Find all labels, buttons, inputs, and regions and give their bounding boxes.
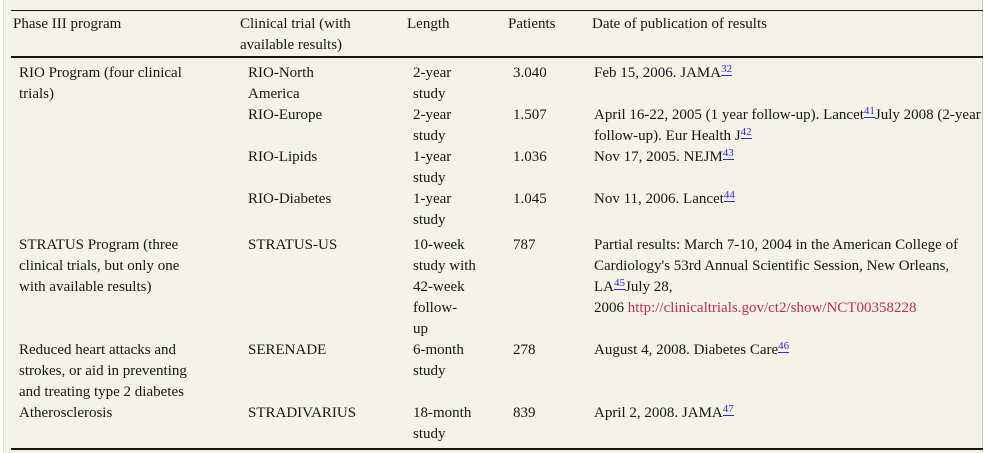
reference-link[interactable]: 45	[614, 277, 625, 290]
program-cell: RIO Program (four clinical trials)	[19, 65, 182, 102]
length-cell: 6-month study	[413, 342, 464, 379]
reference-link[interactable]: 46	[778, 340, 790, 353]
table-row: RIO-Europe 2-year study 1.507 April 16-22, …	[11, 105, 983, 147]
reference-link[interactable]: 32	[721, 63, 733, 76]
date-text: Nov 11, 2006. Lancet	[594, 191, 724, 207]
date-text: August 4, 2008. Diabetes Care	[594, 342, 779, 358]
column-header-length: Length	[405, 10, 506, 58]
reference-link[interactable]: 42	[740, 126, 752, 139]
program-cell: Reduced heart attacks and strokes, or ai…	[19, 342, 187, 400]
date-text: Partial results: March 7-10, 2004 in the…	[594, 237, 959, 295]
length-cell: 1-year study	[413, 149, 452, 186]
table-row: RIO Program (four clinical trials) RIO-No…	[11, 57, 983, 105]
table-body: RIO Program (four clinical trials) RIO-No…	[11, 57, 983, 449]
patients-cell: 1.036	[513, 149, 547, 165]
length-cell: 10-week study with 42-week follow- up	[413, 237, 476, 337]
date-cell: Feb 15, 2006. JAMA32	[590, 57, 983, 105]
date-text: April 16-22, 2005 (1 year follow-up). La…	[594, 107, 864, 123]
length-cell: 1-year study	[413, 191, 452, 228]
program-cell: Atherosclerosis	[19, 405, 113, 421]
column-header-date: Date of publication of results	[590, 10, 983, 58]
patients-cell: 787	[513, 237, 536, 253]
trial-cell: RIO-Diabetes	[248, 191, 332, 207]
header-row: Phase III program Clinical trial (with a…	[11, 10, 983, 58]
patients-cell: 839	[513, 405, 536, 421]
patients-cell: 1.507	[513, 107, 547, 123]
date-cell: April 16-22, 2005 (1 year follow-up). La…	[590, 105, 983, 147]
document-panel: Phase III program Clinical trial (with a…	[3, 0, 983, 453]
table-row: Atherosclerosis STRADIVARIUS 18-month stud…	[11, 403, 983, 449]
patients-cell: 278	[513, 342, 536, 358]
date-cell: Partial results: March 7-10, 2004 in the…	[590, 231, 983, 340]
trial-cell: SERENADE	[248, 342, 327, 358]
date-cell: April 2, 2008. JAMA47	[590, 403, 983, 449]
patients-cell: 3.040	[513, 65, 547, 81]
trial-cell: RIO-Europe	[248, 107, 323, 123]
date-text: July 28, 2006	[594, 279, 673, 316]
reference-link[interactable]: 47	[722, 403, 734, 416]
reference-link[interactable]: 44	[723, 189, 735, 202]
table-row: RIO-Lipids 1-year study 1.036 Nov 17, 2005.…	[11, 147, 983, 189]
length-cell: 18-month study	[413, 405, 472, 442]
date-cell: Nov 11, 2006. Lancet44	[590, 189, 983, 231]
length-cell: 2-year study	[413, 107, 452, 144]
reference-link[interactable]: 43	[722, 147, 734, 160]
column-header-program: Phase III program	[11, 10, 238, 58]
date-text: April 2, 2008. JAMA	[594, 405, 723, 421]
clinicaltrials-link[interactable]: http://clinicaltrials.gov/ct2/show/NCT00…	[627, 300, 917, 316]
patients-cell: 1.045	[513, 191, 547, 207]
column-header-trial: Clinical trial (with available results)	[238, 10, 405, 58]
reference-link[interactable]: 41	[863, 105, 875, 118]
table-row: STRATUS Program (three clinical trials, …	[11, 231, 983, 340]
trial-cell: STRATUS-US	[248, 237, 338, 253]
table-row: Reduced heart attacks and strokes, or ai…	[11, 340, 983, 403]
column-header-patients: Patients	[506, 10, 590, 58]
date-cell: Nov 17, 2005. NEJM43	[590, 147, 983, 189]
length-cell: 2-year study	[413, 65, 452, 102]
trial-cell: STRADIVARIUS	[248, 405, 357, 421]
date-text: July 2008 (2-year follow-up). Eur Health…	[594, 107, 981, 144]
date-cell: August 4, 2008. Diabetes Care46	[590, 340, 983, 403]
trial-cell: RIO-Lipids	[248, 149, 318, 165]
date-text: Feb 15, 2006. JAMA	[594, 65, 722, 81]
trial-cell: RIO-North America	[248, 65, 314, 102]
table-row: RIO-Diabetes 1-year study 1.045 Nov 11, 200…	[11, 189, 983, 231]
date-text: Nov 17, 2005. NEJM	[594, 149, 723, 165]
phase3-trials-table: Phase III program Clinical trial (with a…	[11, 10, 983, 450]
program-cell: STRATUS Program (three clinical trials, …	[19, 237, 180, 295]
